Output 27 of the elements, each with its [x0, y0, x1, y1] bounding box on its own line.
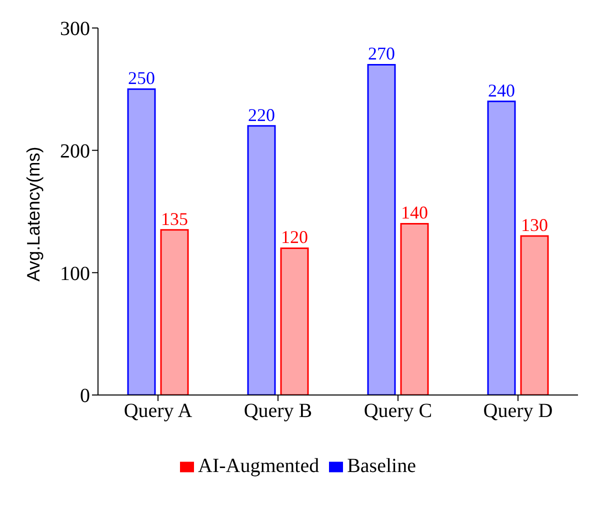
bar — [487, 100, 516, 395]
data-label: 140 — [401, 202, 428, 223]
data-label: 135 — [161, 208, 188, 229]
y-axis-title: Avg.Latency(ms) — [23, 146, 44, 282]
y-tick-label: 0 — [80, 385, 90, 408]
x-tick-label: Query B — [244, 400, 312, 422]
bar — [400, 222, 429, 395]
bar — [127, 88, 156, 395]
data-label: 270 — [368, 44, 395, 64]
legend-label: Baseline — [347, 455, 416, 477]
y-tick-label: 300 — [60, 18, 90, 40]
bar — [367, 64, 396, 395]
x-tick-label: Query C — [364, 400, 432, 422]
legend-label: AI-Augmented — [198, 455, 320, 477]
data-label: 120 — [281, 227, 308, 248]
data-label: 220 — [248, 104, 275, 125]
bar — [247, 125, 276, 395]
y-tick-label: 200 — [60, 140, 90, 162]
data-label: 250 — [128, 68, 155, 88]
data-label: 240 — [488, 80, 515, 100]
bar — [280, 247, 309, 395]
y-tick-label: 100 — [60, 262, 90, 285]
data-label: 130 — [521, 214, 548, 235]
bar — [160, 229, 189, 395]
x-tick-label: Query A — [124, 400, 193, 422]
bar — [520, 235, 549, 395]
x-tick-label: Query D — [483, 400, 553, 422]
